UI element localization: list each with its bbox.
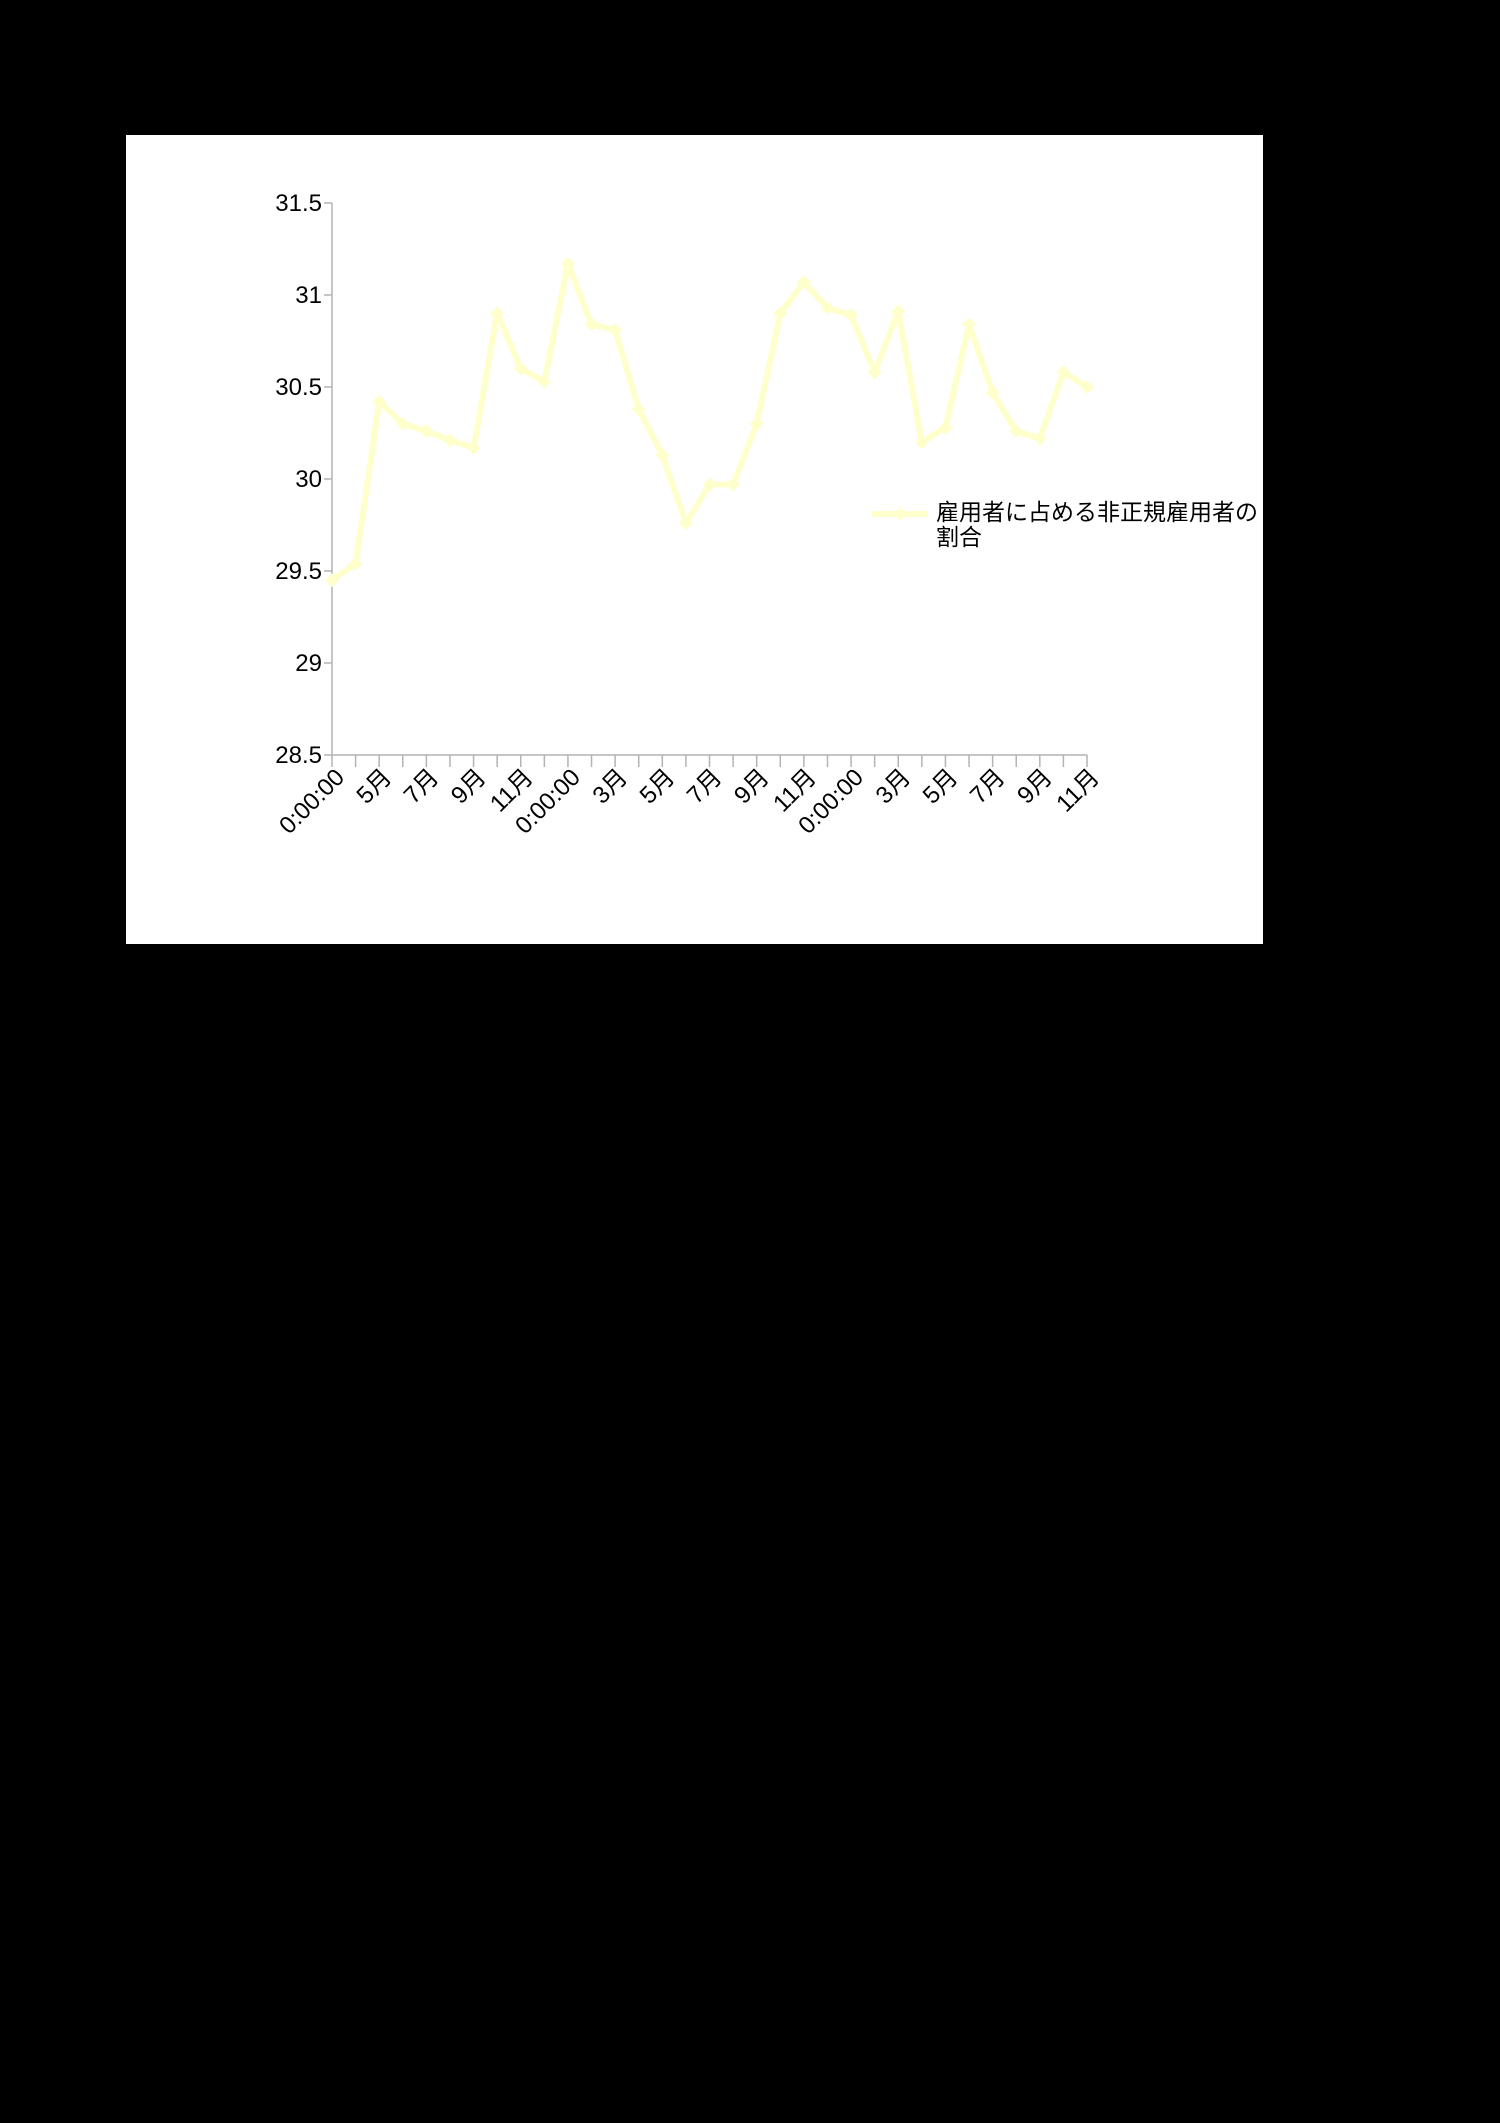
y-tick-label: 31.5 xyxy=(275,190,322,217)
data-point xyxy=(608,322,623,337)
data-point xyxy=(962,317,977,332)
x-tick-label: 11月 xyxy=(1051,764,1105,818)
data-point xyxy=(749,416,764,431)
data-point xyxy=(372,394,387,409)
legend: 雇用者に占める非正規雇用者の割合 xyxy=(872,501,1266,551)
x-tick-label: 3月 xyxy=(871,764,917,810)
legend-swatch-icon xyxy=(872,501,928,526)
y-tick-label: 29.5 xyxy=(275,558,322,585)
x-tick-label: 9月 xyxy=(1012,764,1058,810)
chart-area: 31.5 31 30.5 30 29.5 29 28.5 0:00:00 5月 7月 9月 11月 0:… xyxy=(126,135,1263,944)
x-tick-label: 9月 xyxy=(446,764,492,810)
data-point xyxy=(914,435,929,450)
data-point xyxy=(325,573,339,588)
data-point xyxy=(513,361,528,376)
data-point xyxy=(584,317,599,332)
data-point xyxy=(891,304,906,319)
x-tick-label: 0:00:00 xyxy=(274,764,350,840)
x-tick-label: 5月 xyxy=(635,764,681,810)
data-point xyxy=(726,477,741,492)
data-point xyxy=(537,374,552,389)
x-tick-label: 5月 xyxy=(352,764,398,810)
x-tick-label: 9月 xyxy=(729,764,775,810)
data-point xyxy=(985,385,1000,400)
x-tick-label: 7月 xyxy=(965,764,1011,810)
y-tick-label: 30.5 xyxy=(275,374,322,401)
data-point xyxy=(419,424,434,439)
data-point xyxy=(348,556,363,571)
data-point xyxy=(560,256,575,271)
data-point xyxy=(442,433,457,448)
data-point xyxy=(655,448,670,463)
data-point xyxy=(867,365,882,380)
data-point xyxy=(773,306,788,321)
data-point xyxy=(1056,365,1071,380)
data-point xyxy=(631,402,646,417)
data-point xyxy=(796,275,811,290)
data-point xyxy=(820,300,835,315)
data-point xyxy=(1032,431,1047,446)
data-point xyxy=(938,420,953,435)
data-point xyxy=(1009,424,1024,439)
x-tick-label: 7月 xyxy=(399,764,445,810)
data-point xyxy=(490,306,505,321)
x-tick-label: 3月 xyxy=(588,764,634,810)
data-point xyxy=(1080,380,1094,394)
y-tick-label: 29 xyxy=(295,650,322,677)
x-tick-label: 7月 xyxy=(682,764,728,810)
data-point xyxy=(844,308,859,323)
data-point xyxy=(466,440,481,455)
y-tick-label: 28.5 xyxy=(275,742,322,769)
y-tick-label: 30 xyxy=(295,466,322,493)
x-tick-label: 5月 xyxy=(918,764,964,810)
data-point xyxy=(678,516,693,531)
legend-label: 雇用者に占める非正規雇用者の割合 xyxy=(936,500,1258,551)
data-point xyxy=(395,416,410,431)
data-point xyxy=(702,477,717,492)
y-tick-label: 31 xyxy=(295,282,322,309)
